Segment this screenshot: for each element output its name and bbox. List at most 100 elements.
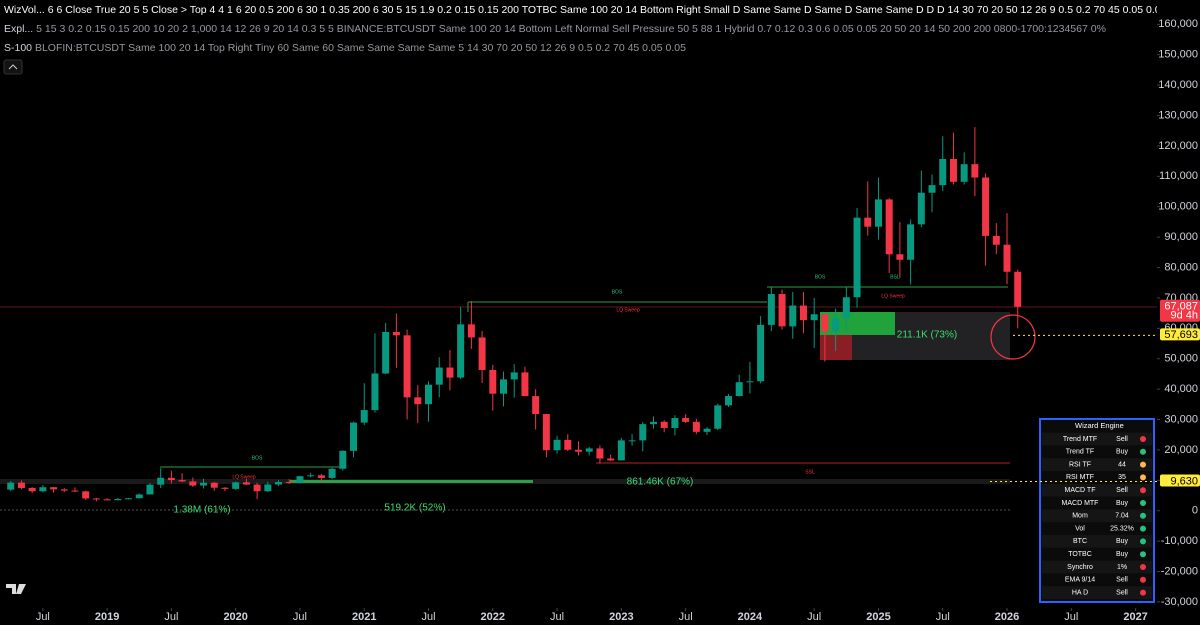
annotations: BOS LQ Sweep BOS BSL LQ Sweep BOS LQ Swe… bbox=[173, 274, 957, 515]
status-dot bbox=[1140, 487, 1146, 494]
panel-label: Synchro bbox=[1067, 564, 1093, 571]
candle-body bbox=[125, 498, 133, 500]
candle-body bbox=[842, 297, 850, 319]
panel-label: BTC bbox=[1073, 538, 1087, 545]
price-tag-label: 57,693 bbox=[1164, 329, 1198, 341]
price-tag-label: 9,630 bbox=[1170, 475, 1198, 487]
candle-body bbox=[682, 418, 690, 422]
candle-body bbox=[328, 468, 336, 478]
x-tick-label: Jul bbox=[164, 611, 178, 623]
annotation: LQ Sweep bbox=[881, 293, 905, 299]
chevron-icon bbox=[8, 64, 18, 70]
candle-body bbox=[564, 439, 572, 450]
panel-label: Trend MTF bbox=[1063, 436, 1097, 443]
candle-body bbox=[789, 305, 797, 327]
x-tick-label: Jul bbox=[936, 611, 950, 623]
candle-body bbox=[1003, 244, 1011, 272]
annotation: LQ Sweep bbox=[616, 307, 640, 313]
panel-label: MACD MTF bbox=[1062, 500, 1099, 507]
candle-body bbox=[242, 482, 250, 485]
candle-body bbox=[810, 314, 818, 321]
y-tick-label: 160,000 bbox=[1158, 18, 1198, 30]
candle-body bbox=[253, 484, 261, 492]
candle-body bbox=[960, 164, 968, 182]
volume-label: 861.46K (67%) bbox=[627, 477, 694, 488]
panel-value: Sell bbox=[1116, 577, 1128, 584]
candle-body bbox=[799, 305, 807, 321]
x-tick-label: Jul bbox=[293, 611, 307, 623]
candle-body bbox=[92, 498, 100, 500]
candle-body bbox=[585, 448, 593, 452]
panel-value: Buy bbox=[1116, 538, 1129, 545]
panel-value: 7.04 bbox=[1115, 513, 1129, 520]
volume-band bbox=[290, 480, 533, 483]
y-tick-label: -20,000 bbox=[1161, 565, 1198, 577]
status-dot bbox=[1140, 551, 1146, 558]
candle-body bbox=[982, 177, 990, 236]
candle-body bbox=[457, 324, 465, 378]
x-tick-label: 2023 bbox=[609, 611, 633, 623]
y-tick-label: -10,000 bbox=[1161, 535, 1198, 547]
x-tick-label: 2025 bbox=[866, 611, 890, 623]
panel-label: Trend TF bbox=[1066, 449, 1094, 456]
status-dot bbox=[1140, 538, 1146, 545]
panel-title: Wizard Engine bbox=[1075, 421, 1124, 430]
annotation: BOS bbox=[815, 274, 826, 280]
x-tick-label: 2019 bbox=[95, 611, 119, 623]
x-tick-label: 2026 bbox=[995, 611, 1019, 623]
candle-body bbox=[414, 397, 422, 405]
collapse-button[interactable] bbox=[3, 59, 23, 75]
candle-body bbox=[71, 490, 79, 492]
panel-value: Buy bbox=[1116, 551, 1129, 558]
indicator-name: WizVol... bbox=[4, 4, 45, 16]
candle-body bbox=[671, 418, 679, 428]
last-price-line bbox=[0, 306, 1157, 308]
indicator-name: Expl... bbox=[4, 23, 33, 35]
candle-body bbox=[746, 381, 754, 383]
candle-body bbox=[617, 440, 625, 461]
candle-body bbox=[39, 487, 47, 492]
candle-body bbox=[896, 254, 904, 260]
status-dot bbox=[1140, 512, 1146, 519]
x-tick-label: Jul bbox=[36, 611, 50, 623]
candle-body bbox=[692, 421, 700, 432]
candle-body bbox=[317, 475, 325, 478]
candle-body bbox=[285, 481, 293, 483]
candle-body bbox=[478, 337, 486, 370]
y-tick-label: 40,000 bbox=[1164, 383, 1198, 395]
x-tick-label: 2020 bbox=[223, 611, 247, 623]
y-tick-label: -30,000 bbox=[1161, 596, 1198, 608]
candle-body bbox=[489, 369, 497, 394]
status-dot bbox=[1140, 436, 1146, 442]
panel-row-bg bbox=[1042, 483, 1152, 497]
x-tick-label: Jul bbox=[1064, 611, 1078, 623]
x-tick-label: Jul bbox=[550, 611, 564, 623]
panel-value: 1% bbox=[1117, 564, 1127, 571]
indicator-line: S-100 BLOFIN:BTCUSDT Same 100 20 14 Top … bbox=[4, 42, 686, 54]
status-dot bbox=[1140, 564, 1146, 570]
countdown: 9d 4h bbox=[1170, 310, 1198, 322]
annotation: BSL bbox=[890, 274, 900, 280]
candle-body bbox=[157, 477, 165, 485]
panel-value: 35 bbox=[1118, 474, 1126, 481]
candle-body bbox=[135, 494, 143, 499]
candle-body bbox=[649, 421, 657, 425]
panel-label: Vol bbox=[1075, 525, 1085, 532]
candle-body bbox=[596, 448, 604, 459]
panel-label: EMA 9/14 bbox=[1065, 577, 1095, 584]
panel-label: TOTBC bbox=[1068, 551, 1092, 558]
x-tick-label: 2022 bbox=[481, 611, 505, 623]
candle-body bbox=[532, 396, 540, 415]
candle-body bbox=[542, 414, 550, 451]
candle-body bbox=[114, 499, 122, 501]
panel-row-bg bbox=[1042, 560, 1152, 574]
y-tick-label: 140,000 bbox=[1158, 79, 1198, 91]
candle-body bbox=[735, 382, 743, 397]
candle-body bbox=[200, 482, 208, 486]
candle-body bbox=[767, 294, 775, 325]
candle-body bbox=[971, 164, 979, 178]
candle-body bbox=[275, 481, 283, 485]
annotation: SSL bbox=[805, 469, 815, 475]
x-tick-label: Jul bbox=[421, 611, 435, 623]
candle-body bbox=[467, 324, 475, 338]
